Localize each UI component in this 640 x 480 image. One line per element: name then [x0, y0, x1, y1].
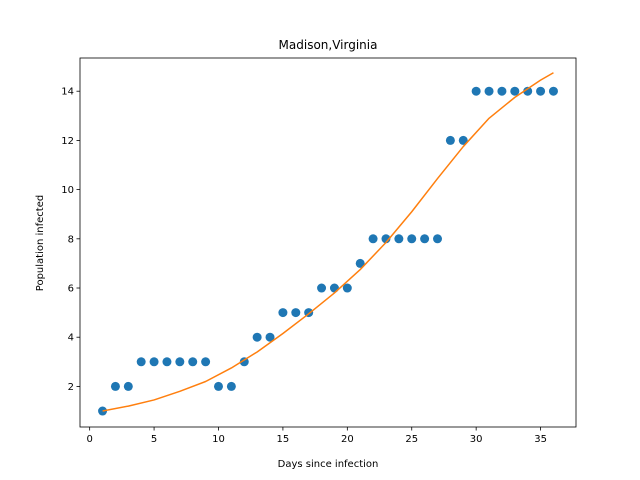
data-point: [136, 357, 146, 367]
data-point: [458, 135, 468, 145]
data-point: [523, 86, 533, 96]
axes-frame: [79, 57, 577, 428]
x-tick-label: 15: [277, 434, 290, 445]
data-point: [239, 357, 249, 367]
y-tick-label: 4: [68, 333, 74, 344]
data-point: [252, 332, 262, 342]
y-axis-label: Population infected: [35, 195, 46, 291]
data-point: [265, 332, 275, 342]
data-point: [381, 234, 391, 244]
data-point: [291, 308, 301, 318]
data-point: [123, 381, 133, 391]
data-point: [317, 283, 327, 293]
fit-line: [102, 72, 554, 412]
x-tick-label: 25: [405, 434, 418, 445]
y-tick-label: 12: [61, 136, 74, 147]
data-point: [510, 86, 520, 96]
y-tick-label: 2: [68, 382, 74, 393]
data-point: [471, 86, 481, 96]
data-point: [368, 234, 378, 244]
x-tick-label: 0: [86, 434, 92, 445]
data-point: [278, 308, 288, 318]
data-point: [175, 357, 185, 367]
data-point: [188, 357, 198, 367]
data-point: [201, 357, 211, 367]
data-point: [433, 234, 443, 244]
x-tick-label: 30: [470, 434, 483, 445]
data-point: [162, 357, 172, 367]
data-point: [407, 234, 417, 244]
data-point: [149, 357, 159, 367]
chart-title: Madison,Virginia: [279, 38, 378, 52]
data-point: [420, 234, 430, 244]
y-tick-label: 14: [61, 87, 74, 98]
data-point: [394, 234, 404, 244]
x-tick-label: 35: [534, 434, 547, 445]
data-point: [226, 381, 236, 391]
data-point: [213, 381, 223, 391]
y-tick-label: 6: [68, 284, 74, 295]
x-axis-label: Days since infection: [278, 459, 379, 470]
y-tick-label: 8: [68, 234, 74, 245]
data-point: [342, 283, 352, 293]
data-point: [548, 86, 558, 96]
x-tick-label: 10: [212, 434, 225, 445]
data-point: [355, 258, 365, 268]
data-point: [329, 283, 339, 293]
data-point: [536, 86, 546, 96]
data-point: [445, 135, 455, 145]
y-tick-label: 10: [61, 185, 74, 196]
x-tick-label: 20: [341, 434, 354, 445]
data-point: [110, 381, 120, 391]
data-point: [484, 86, 494, 96]
x-tick-label: 5: [151, 434, 157, 445]
data-point: [497, 86, 507, 96]
